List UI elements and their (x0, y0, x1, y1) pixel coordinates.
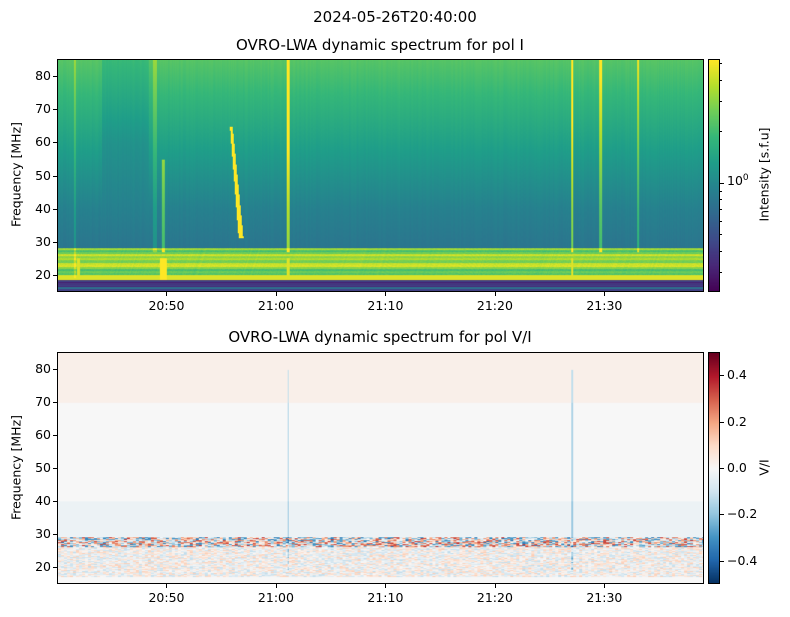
colorbar-tick (720, 468, 724, 469)
y-tick-label: 60 (35, 134, 51, 150)
colorbar-tick (720, 560, 724, 562)
y-tick (53, 534, 57, 536)
x-tick (166, 292, 168, 296)
y-tick (53, 108, 57, 110)
pol-vi-heatmap (57, 352, 704, 584)
colorbar-minor-tick (720, 234, 722, 236)
x-tick-label: 21:10 (367, 298, 404, 313)
y-tick (53, 567, 57, 569)
y-tick (53, 501, 57, 503)
y-tick-label: 70 (35, 393, 51, 409)
x-tick-label: 21:00 (257, 298, 294, 313)
x-tick-label: 20:50 (148, 590, 185, 605)
x-tick-label: 21:20 (476, 590, 513, 605)
pol-i-colorbar (708, 59, 720, 292)
y-tick (53, 142, 57, 144)
colorbar-tick (720, 375, 724, 377)
x-tick (494, 584, 496, 588)
y-tick-label: 40 (35, 200, 51, 216)
colorbar-minor-tick (720, 272, 722, 274)
colorbar-minor-tick (720, 79, 722, 81)
x-tick (604, 292, 606, 296)
x-tick (604, 584, 606, 588)
x-tick-label: 21:20 (476, 298, 513, 313)
y-tick (53, 401, 57, 403)
colorbar-minor-tick (720, 190, 722, 192)
y-tick-label: 80 (35, 360, 51, 376)
y-tick-label: 50 (35, 460, 51, 475)
y-tick-label: 30 (35, 234, 51, 250)
y-tick-label: 20 (35, 267, 51, 283)
colorbar-minor-tick (720, 101, 722, 103)
colorbar-tick (720, 514, 724, 516)
x-tick-label: 20:50 (148, 298, 185, 313)
y-tick-label: 20 (35, 559, 51, 575)
colorbar-minor-tick (720, 63, 722, 65)
y-tick-label: 40 (35, 493, 51, 509)
figure-suptitle: 2024-05-26T20:40:00 (313, 8, 477, 26)
y-tick (53, 175, 57, 177)
colorbar-tick-label: 100 (727, 172, 749, 188)
y-tick (53, 275, 57, 277)
y-tick (53, 208, 57, 210)
y-tick-label: 50 (35, 167, 51, 183)
x-tick (275, 584, 277, 588)
y-tick (53, 468, 57, 469)
x-tick-label: 21:10 (367, 590, 404, 605)
x-tick (494, 292, 496, 296)
colorbar-minor-tick (720, 199, 722, 201)
top-colorbar-label: Intensity [s.f.u] (756, 127, 772, 222)
colorbar-minor-tick (720, 220, 722, 222)
x-tick-label: 21:30 (586, 590, 623, 605)
x-tick-label: 21:00 (257, 590, 294, 605)
x-tick (385, 292, 387, 296)
colorbar-tick-label: −0.2 (727, 506, 758, 522)
y-tick (53, 75, 57, 77)
x-tick (275, 292, 277, 296)
y-tick (53, 434, 57, 436)
pol-i-heatmap (57, 59, 704, 292)
colorbar-minor-tick (720, 209, 722, 211)
colorbar-major-tick (720, 182, 724, 184)
colorbar-minor-tick (720, 131, 722, 133)
x-tick (166, 584, 168, 588)
y-tick (53, 368, 57, 370)
y-tick-label: 70 (35, 100, 51, 116)
y-tick-label: 80 (35, 67, 51, 83)
bottom-colorbar-label: V/I (756, 459, 772, 476)
colorbar-tick (720, 421, 724, 423)
colorbar-tick-label: 0.2 (727, 413, 747, 429)
x-tick (385, 584, 387, 588)
bottom-plot-title: OVRO-LWA dynamic spectrum for pol V/I (228, 328, 532, 346)
x-tick-label: 21:30 (586, 298, 623, 313)
y-tick-label: 60 (35, 426, 51, 442)
colorbar-tick-label: 0.4 (727, 367, 747, 383)
colorbar-minor-tick (720, 250, 722, 252)
colorbar-tick-label: 0.0 (727, 460, 747, 475)
colorbar-tick-label: −0.4 (727, 552, 758, 568)
y-tick (53, 242, 57, 244)
pol-vi-colorbar (708, 352, 720, 584)
top-plot-title: OVRO-LWA dynamic spectrum for pol I (236, 36, 524, 54)
y-tick-label: 30 (35, 526, 51, 542)
